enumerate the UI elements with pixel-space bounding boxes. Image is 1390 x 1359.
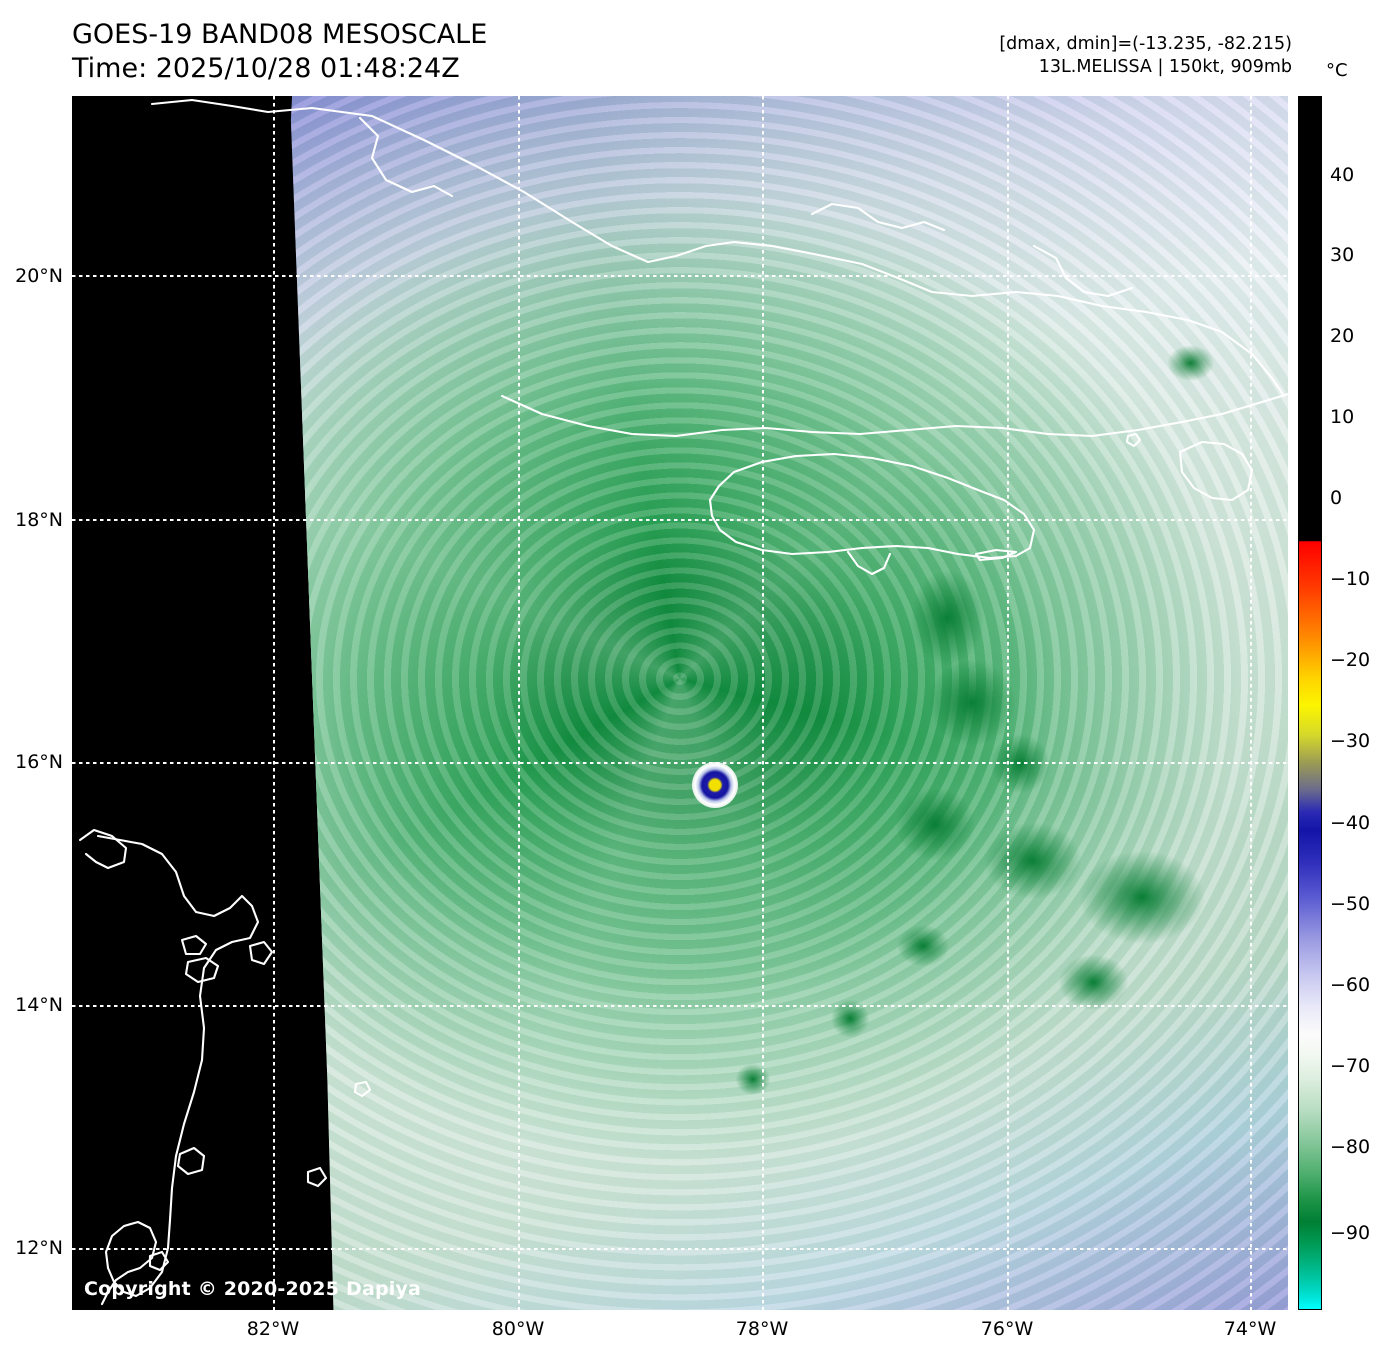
gridline-lon-80W	[518, 96, 520, 1310]
coastline-jamaica	[708, 452, 1036, 560]
convective-cells	[290, 96, 1288, 1310]
colorbar-tick-m80: −80	[1330, 1136, 1371, 1158]
coastline-cuba-east	[1032, 244, 1134, 298]
colorbar-tick-m90: −90	[1330, 1222, 1371, 1244]
coastline-cay-4	[306, 1166, 328, 1188]
colorbar-unit-label: °C	[1326, 60, 1348, 81]
colorbar-tick-30: 30	[1330, 244, 1355, 266]
coastline-cuba	[150, 98, 1286, 398]
colorbar-tick-10: 10	[1330, 406, 1355, 428]
hurricane-eye	[692, 762, 738, 808]
coastline-jamaica-south-bulge	[846, 550, 892, 576]
coastline-cay-5	[148, 1250, 170, 1272]
colorbar-tick-m50: −50	[1330, 893, 1371, 915]
ytick-label-14N: 14°N	[15, 994, 63, 1016]
ytick-label-20N: 20°N	[15, 265, 63, 287]
colorbar	[1298, 96, 1322, 1310]
gridline-lat-16N	[72, 762, 1288, 764]
dmax-dmin-label: [dmax, dmin]=(-13.235, -82.215)	[999, 34, 1292, 54]
coastline-jamaica-east-cay	[974, 548, 1018, 562]
coastline-cuba-inlet	[358, 116, 454, 198]
coastline-cuba-bay	[810, 202, 946, 232]
colorbar-tick-m30: −30	[1330, 730, 1371, 752]
gridline-lat-12N	[72, 1248, 1288, 1250]
coastline-island-small-1	[184, 956, 220, 984]
gridline-lat-14N	[72, 1005, 1288, 1007]
colorbar-tick-m20: −20	[1330, 649, 1371, 671]
gridline-lat-18N	[72, 519, 1288, 521]
ytick-label-16N: 16°N	[15, 751, 63, 773]
colorbar-tick-m60: −60	[1330, 974, 1371, 996]
coastline-nicaragua	[96, 834, 260, 1306]
colorbar-tick-20: 20	[1330, 325, 1355, 347]
xtick-label-74W: 74°W	[1223, 1318, 1277, 1340]
coastline-cuba-south-shore	[500, 392, 1288, 438]
copyright-label: Copyright © 2020-2025 Dapiya	[84, 1278, 422, 1300]
xtick-label-78W: 78°W	[735, 1318, 789, 1340]
colorbar-tick-m10: −10	[1330, 568, 1371, 590]
coastline-cay-3	[248, 940, 274, 966]
gridline-lon-76W	[1007, 96, 1009, 1310]
xtick-label-82W: 82°W	[246, 1318, 300, 1340]
coastline-central-america	[78, 828, 128, 870]
colorbar-tick-0: 0	[1330, 487, 1343, 509]
page-title: GOES-19 BAND08 MESOSCALE Time: 2025/10/2…	[72, 18, 487, 86]
gridline-lon-74W	[1250, 96, 1252, 1310]
colorbar-tick-m40: −40	[1330, 812, 1371, 834]
storm-info-label: 13L.MELISSA | 150kt, 909mb	[1038, 57, 1292, 77]
coastline-cay-2	[176, 1146, 206, 1176]
ytick-label-18N: 18°N	[15, 509, 63, 531]
coastline-navassa	[1125, 432, 1142, 448]
coastline-hispaniola	[1178, 440, 1254, 502]
gridline-lat-20N	[72, 275, 1288, 277]
satellite-image-plot: Copyright © 2020-2025 Dapiya	[72, 96, 1288, 1310]
colorbar-tick-m70: −70	[1330, 1055, 1371, 1077]
gridline-lon-78W	[762, 96, 764, 1310]
coastline-cay-6	[353, 1080, 372, 1098]
ytick-label-12N: 12°N	[15, 1237, 63, 1259]
xtick-label-76W: 76°W	[980, 1318, 1034, 1340]
coastline-cay-1	[180, 934, 208, 956]
colorbar-tick-40: 40	[1330, 164, 1355, 186]
gridline-lon-82W	[273, 96, 275, 1310]
time-line: Time: 2025/10/28 01:48:24Z	[72, 53, 460, 84]
xtick-label-80W: 80°W	[491, 1318, 545, 1340]
title-line: GOES-19 BAND08 MESOSCALE	[72, 19, 488, 50]
metadata-block: [dmax, dmin]=(-13.235, -82.215) 13L.MELI…	[999, 33, 1292, 79]
colorbar-gradient	[1299, 97, 1321, 1309]
coastline-overlay	[78, 98, 1288, 1306]
